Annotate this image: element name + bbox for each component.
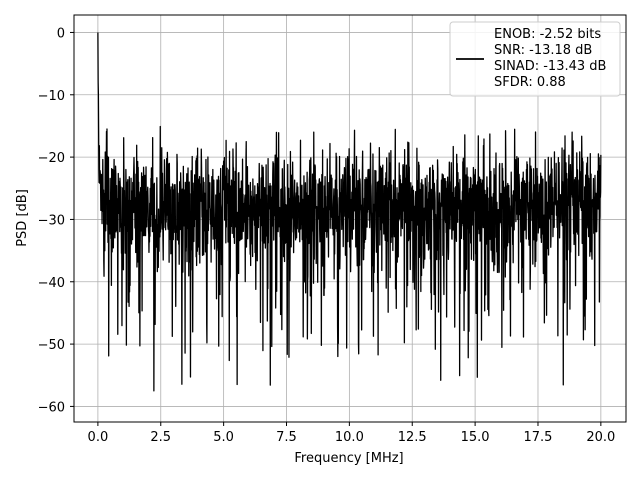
y-tick-label: 0 [57, 26, 65, 41]
axes: 0.0 2.5 5.0 7.5 10.0 12.5 15.0 17.5 20.0 0 −10 −20 −… [38, 14, 627, 445]
legend-box [449, 21, 621, 97]
legend-entry: ENOB: -2.52 bits [494, 27, 601, 42]
legend-entry: SFDR: 0.88 [494, 75, 566, 90]
legend-entry: SINAD: -13.43 dB [494, 59, 606, 74]
x-tick-label: 2.5 [150, 430, 171, 445]
x-tick-label: 15.0 [461, 430, 490, 445]
x-tick-label: 5.0 [213, 430, 234, 445]
y-tick-label: −40 [38, 276, 65, 291]
x-tick-label: 17.5 [524, 430, 553, 445]
y-axis-label: PSD [dB] [15, 189, 30, 247]
y-tick-label: −30 [38, 213, 65, 228]
x-tick-label: 20.0 [586, 430, 615, 445]
axes-frame [73, 14, 627, 423]
x-axis-label: Frequency [MHz] [294, 451, 403, 466]
x-tick-label: 0.0 [88, 430, 109, 445]
y-tick-label: −10 [38, 89, 65, 104]
legend-entry: SNR: -13.18 dB [494, 43, 592, 58]
y-tick-label: −60 [38, 400, 65, 415]
psd-series-line [97, 32, 602, 392]
x-tick-label: 7.5 [276, 430, 297, 445]
x-tick-label: 12.5 [398, 430, 427, 445]
plot-area [97, 32, 602, 392]
x-tick-label: 10.0 [335, 430, 364, 445]
y-tick-label: −50 [38, 338, 65, 353]
y-tick-label: −20 [38, 151, 65, 166]
